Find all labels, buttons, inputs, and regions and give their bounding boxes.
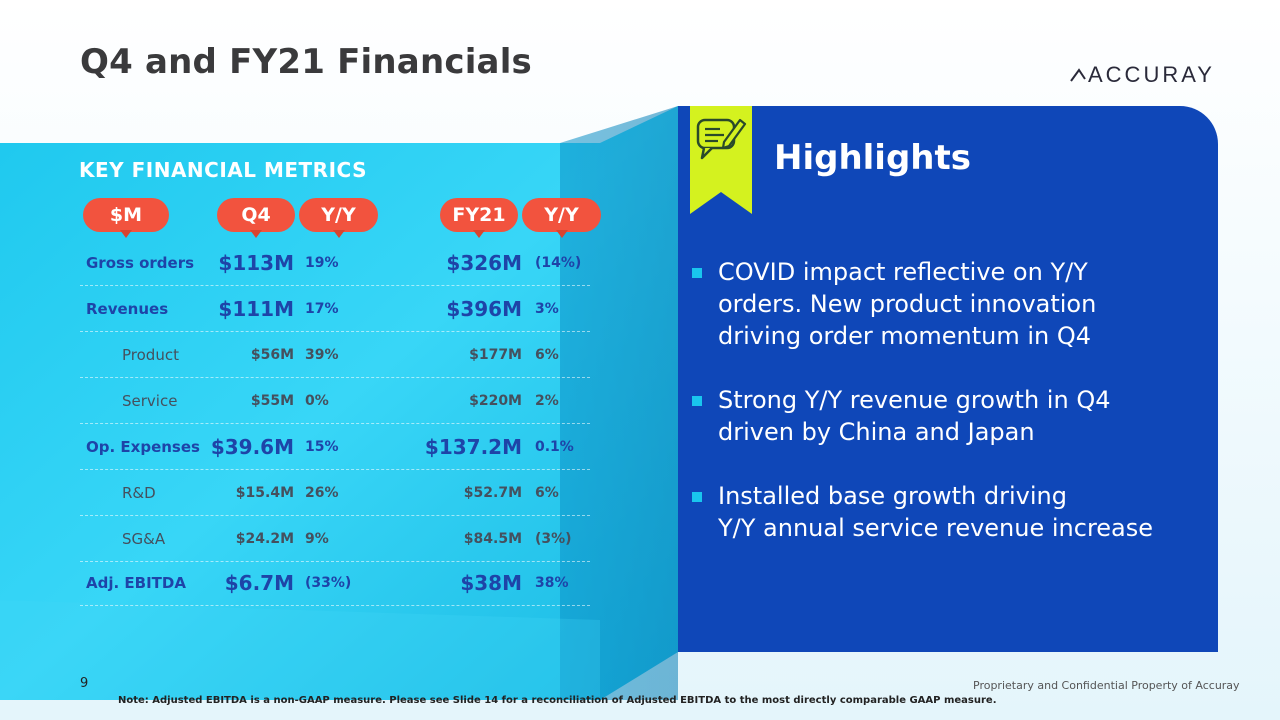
metric-row-sga: SG&A $24.2M 9% $84.5M (3%) <box>80 516 590 562</box>
bullet-marker <box>692 492 702 502</box>
metric-label: Revenues <box>86 300 169 318</box>
q4-value: $113M <box>218 251 294 275</box>
bullet-text: Strong Y/Y revenue growth in Q4 driven b… <box>718 386 1111 446</box>
metric-label: Gross orders <box>86 254 195 272</box>
metric-label: SG&A <box>122 530 166 548</box>
footnote: Note: Adjusted EBITDA is a non-GAAP meas… <box>118 695 997 706</box>
header-fy-pill: FY21 <box>440 198 518 238</box>
fy-yy-value: 0.1% <box>535 439 574 455</box>
bullet-marker <box>692 396 702 406</box>
q4-value: $111M <box>218 297 294 321</box>
metric-label: Service <box>122 392 178 410</box>
logo-text: ACCURAY <box>1088 62 1215 87</box>
q4-value: $6.7M <box>224 571 294 595</box>
fy-value: $137.2M <box>424 435 522 459</box>
fy-yy-value: (14%) <box>535 255 582 271</box>
fy-value: $326M <box>446 251 522 275</box>
header-fy-yy-pill: Y/Y <box>522 198 601 238</box>
metric-row-rd: R&D $15.4M 26% $52.7M 6% <box>80 470 590 516</box>
metric-row-adj-ebitda: Adj. EBITDA $6.7M (33%) $38M 38% <box>80 560 590 606</box>
highlights-panel <box>678 106 1218 652</box>
highlights-title: Highlights <box>774 138 971 178</box>
fy-yy-value: (3%) <box>535 531 572 547</box>
q4-yy-value: 0% <box>305 393 329 409</box>
chat-bubble-pencil-icon <box>696 118 747 160</box>
q4-value: $39.6M <box>210 435 294 459</box>
q4-value: $56M <box>250 347 294 363</box>
accuray-logo-mark <box>1070 68 1086 82</box>
metrics-section-title: KEY FINANCIAL METRICS <box>79 158 367 182</box>
metric-label: Op. Expenses <box>86 438 200 456</box>
header-unit-pill: $M <box>83 198 169 238</box>
fy-value: $84.5M <box>463 531 522 547</box>
bullet-text: COVID impact reflective on Y/Y orders. N… <box>718 258 1097 350</box>
header-q4-pill: Q4 <box>217 198 295 238</box>
page-number: 9 <box>80 676 89 691</box>
metric-row-product: Product $56M 39% $177M 6% <box>80 332 590 378</box>
metric-row-revenues: Revenues $111M 17% $396M 3% <box>80 286 590 332</box>
fy-yy-value: 3% <box>535 301 559 317</box>
bullet-text: Installed base growth driving Y/Y annual… <box>718 482 1154 542</box>
fy-value: $220M <box>469 393 522 409</box>
header-q4-yy-pill: Y/Y <box>299 198 378 238</box>
q4-value: $55M <box>250 393 294 409</box>
metric-label: Adj. EBITDA <box>86 574 186 592</box>
fy-yy-value: 6% <box>535 485 559 501</box>
confidentiality-notice: Proprietary and Confidential Property of… <box>973 679 1240 692</box>
highlights-ribbon <box>690 106 752 214</box>
highlight-bullet: Strong Y/Y revenue growth in Q4 driven b… <box>692 384 1202 448</box>
fy-yy-value: 38% <box>535 575 569 591</box>
q4-yy-value: 9% <box>305 531 329 547</box>
metric-label: R&D <box>122 484 156 502</box>
metric-row-service: Service $55M 0% $220M 2% <box>80 378 590 424</box>
fy-yy-value: 2% <box>535 393 559 409</box>
fy-yy-value: 6% <box>535 347 559 363</box>
highlight-bullet: COVID impact reflective on Y/Y orders. N… <box>692 256 1202 352</box>
q4-value: $15.4M <box>235 485 294 501</box>
metric-row-gross-orders: Gross orders $113M 19% $326M (14%) <box>80 240 590 286</box>
fy-value: $177M <box>469 347 522 363</box>
q4-yy-value: 19% <box>305 255 339 271</box>
bullet-marker <box>692 268 702 278</box>
q4-yy-value: (33%) <box>305 575 352 591</box>
q4-yy-value: 26% <box>305 485 339 501</box>
fy-value: $38M <box>460 571 522 595</box>
q4-value: $24.2M <box>235 531 294 547</box>
q4-yy-value: 17% <box>305 301 339 317</box>
q4-yy-value: 15% <box>305 439 339 455</box>
fy-value: $52.7M <box>463 485 522 501</box>
metric-row-op-expenses: Op. Expenses $39.6M 15% $137.2M 0.1% <box>80 424 590 470</box>
fy-value: $396M <box>446 297 522 321</box>
slide-title: Q4 and FY21 Financials <box>80 42 532 82</box>
highlight-bullet: Installed base growth driving Y/Y annual… <box>692 480 1202 544</box>
metric-label: Product <box>122 346 179 364</box>
q4-yy-value: 39% <box>305 347 339 363</box>
company-logo: ACCURAY <box>1070 62 1220 88</box>
